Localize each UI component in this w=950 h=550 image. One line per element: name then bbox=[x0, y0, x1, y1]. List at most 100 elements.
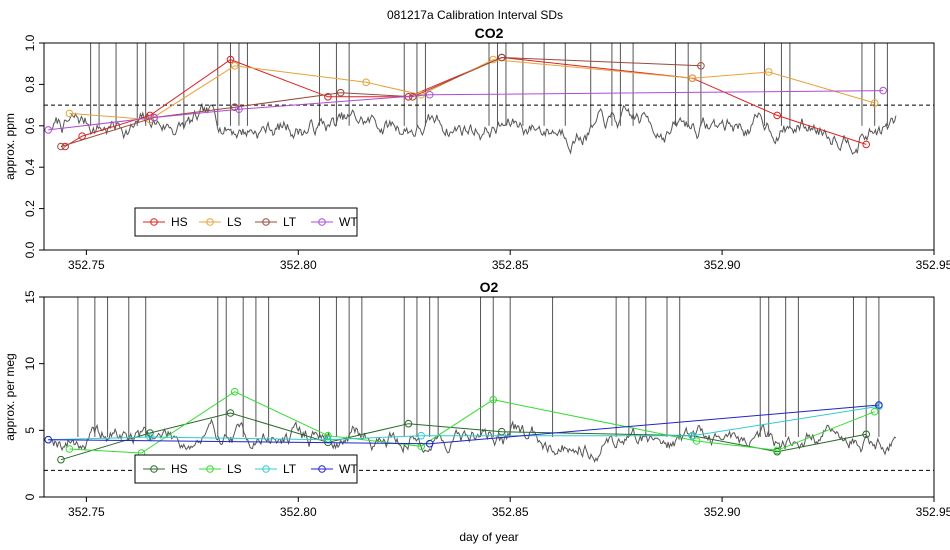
data-point bbox=[773, 111, 781, 120]
legend-box bbox=[134, 454, 358, 484]
data-point bbox=[57, 142, 65, 151]
background-trace bbox=[52, 103, 897, 155]
x-tick-label: 352.75 bbox=[68, 505, 105, 519]
data-point bbox=[336, 88, 345, 97]
series-line bbox=[60, 412, 867, 461]
x-tick-label: 352.85 bbox=[492, 258, 529, 272]
y-tick-label: 0 bbox=[23, 493, 37, 500]
legend-label: HS bbox=[171, 462, 188, 476]
y-tick-label: 0.8 bbox=[23, 76, 37, 93]
plot-frame bbox=[43, 296, 935, 498]
legend-swatch-marker bbox=[318, 218, 326, 226]
data-point bbox=[226, 55, 235, 64]
data-point bbox=[44, 435, 53, 444]
data-point bbox=[764, 68, 773, 76]
data-point bbox=[65, 445, 74, 453]
legend-label: LT bbox=[283, 215, 297, 229]
data-point bbox=[862, 140, 870, 149]
data-point bbox=[235, 105, 243, 114]
y-axis-label: approx. per meg bbox=[3, 353, 17, 440]
data-point bbox=[44, 126, 53, 134]
data-point bbox=[324, 93, 332, 101]
data-point bbox=[688, 74, 697, 82]
legend-label: LT bbox=[283, 462, 297, 476]
data-point bbox=[146, 429, 154, 437]
legend-entry-wt: WT bbox=[311, 462, 358, 476]
legend-swatch-marker bbox=[318, 465, 326, 473]
legend-entry-ls: LS bbox=[199, 462, 242, 476]
series-ls bbox=[65, 55, 879, 124]
data-point bbox=[230, 387, 239, 396]
data-point bbox=[692, 437, 701, 445]
series-line bbox=[60, 56, 701, 147]
legend-entry-wt: WT bbox=[311, 215, 358, 229]
y-tick-label: 0.6 bbox=[23, 117, 37, 134]
o2-panel: O2 approx. per meg day of year 0 5 10 15 352.75… bbox=[3, 279, 950, 544]
data-point bbox=[57, 455, 65, 464]
data-point bbox=[362, 78, 370, 87]
legend-label: LS bbox=[227, 215, 242, 229]
data-point bbox=[697, 61, 705, 70]
legend-swatch-marker bbox=[262, 465, 270, 473]
data-point bbox=[150, 113, 158, 122]
data-point bbox=[870, 407, 879, 416]
x-tick-label: 352.95 bbox=[916, 258, 950, 272]
legend-label: WT bbox=[339, 462, 358, 476]
legend-swatch-marker bbox=[262, 218, 270, 226]
legend: HS LS LT WT bbox=[134, 207, 358, 237]
data-point bbox=[879, 86, 887, 95]
plot-frame bbox=[43, 42, 935, 251]
panel-title: O2 bbox=[480, 279, 499, 295]
legend-entry-hs: HS bbox=[143, 215, 188, 229]
data-point bbox=[65, 109, 74, 118]
data-point bbox=[226, 409, 235, 417]
legend-entry-hs: HS bbox=[143, 462, 188, 476]
legend-swatch-marker bbox=[150, 218, 158, 226]
data-point bbox=[688, 431, 697, 440]
series-hs bbox=[61, 53, 870, 151]
data-point bbox=[417, 431, 425, 440]
series-line bbox=[69, 59, 875, 121]
legend-swatch-marker bbox=[206, 218, 214, 226]
x-tick-label: 352.75 bbox=[68, 258, 105, 272]
legend-swatch-marker bbox=[150, 465, 158, 473]
legend-entry-ls: LS bbox=[199, 215, 242, 229]
legend-entry-lt: LT bbox=[255, 215, 297, 229]
data-point bbox=[324, 431, 332, 440]
series-lt bbox=[44, 402, 883, 444]
series-wt bbox=[44, 401, 883, 448]
plot-area bbox=[44, 43, 934, 155]
x-tick-label: 352.90 bbox=[704, 258, 741, 272]
x-tick-label: 352.80 bbox=[280, 258, 317, 272]
data-point bbox=[875, 401, 883, 409]
x-tick-label: 352.90 bbox=[704, 505, 741, 519]
data-point bbox=[417, 442, 425, 451]
co2-panel: CO2 approx. ppm 0.0 0.2 0.4 0.6 0.8 1.0 352.75 35… bbox=[3, 25, 950, 272]
y-axis-label: approx. ppm bbox=[3, 113, 17, 180]
series-line bbox=[48, 405, 879, 441]
data-point bbox=[870, 99, 879, 107]
data-point bbox=[230, 103, 239, 111]
data-point bbox=[862, 430, 870, 439]
legend-label: WT bbox=[339, 215, 358, 229]
x-tick-label: 352.80 bbox=[280, 505, 317, 519]
series-line bbox=[69, 391, 875, 454]
data-point bbox=[425, 439, 434, 448]
legend-label: LS bbox=[227, 462, 242, 476]
y-tick-label: 5 bbox=[23, 427, 37, 434]
series-line bbox=[64, 56, 867, 147]
x-axis-label: day of year bbox=[459, 530, 518, 544]
data-point bbox=[497, 53, 506, 62]
y-tick-label: 1.0 bbox=[23, 34, 37, 51]
background-trace bbox=[52, 418, 897, 463]
y-tick-label: 0.4 bbox=[23, 159, 37, 176]
panel-title: CO2 bbox=[475, 25, 504, 41]
legend-swatch-marker bbox=[206, 465, 214, 473]
series-line bbox=[48, 404, 879, 445]
series-ls bbox=[65, 387, 879, 457]
data-point bbox=[497, 427, 506, 436]
y-tick-label: 0.2 bbox=[23, 200, 37, 217]
x-tick-label: 352.95 bbox=[916, 505, 950, 519]
